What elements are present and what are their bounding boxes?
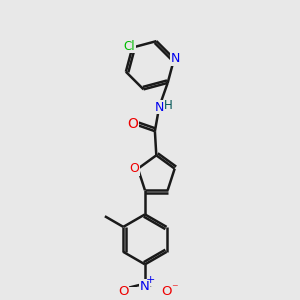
Text: O: O — [162, 285, 172, 298]
Text: O: O — [118, 285, 128, 298]
Text: Cl: Cl — [124, 40, 135, 53]
Text: N: N — [171, 52, 180, 65]
Text: N: N — [140, 280, 150, 293]
Text: H: H — [164, 99, 172, 112]
Text: O: O — [128, 116, 139, 130]
Text: +: + — [146, 275, 155, 285]
Text: O: O — [130, 162, 140, 175]
Text: N: N — [154, 100, 164, 114]
Text: ⁻: ⁻ — [171, 282, 178, 295]
